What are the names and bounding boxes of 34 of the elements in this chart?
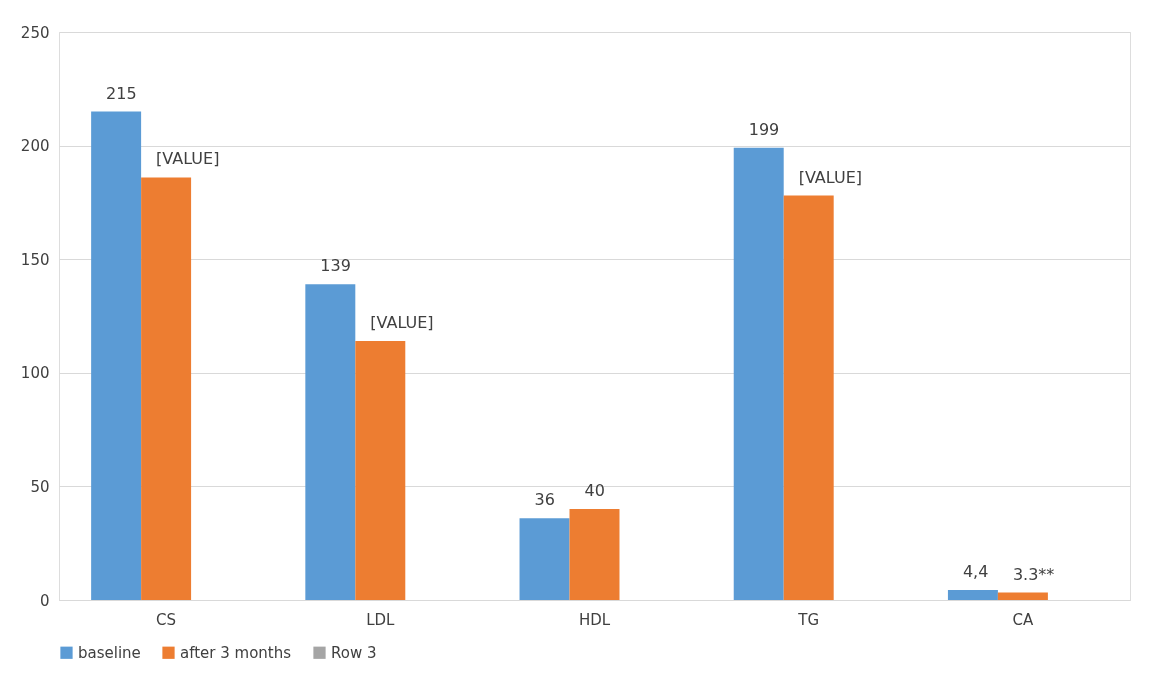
y-tick-label: 50 [30, 477, 50, 496]
bar [733, 147, 784, 600]
data-label: 215 [106, 83, 137, 103]
x-tick-label: TG [797, 610, 820, 629]
x-tick-label: LDL [366, 610, 396, 629]
data-label: [VALUE] [798, 167, 862, 187]
bar [91, 111, 142, 600]
data-label: 4,4 [962, 562, 989, 581]
y-tick-label: 200 [20, 137, 50, 156]
bar [519, 518, 570, 600]
legend-label: after 3 months [180, 643, 292, 662]
legend-label: Row 3 [331, 643, 377, 662]
data-label: 199 [748, 119, 780, 139]
bar [305, 284, 356, 600]
bar [997, 592, 1048, 600]
bar [355, 340, 406, 600]
y-tick-label: 150 [20, 250, 50, 269]
data-label: 36 [534, 490, 555, 510]
y-tick-label: 100 [20, 364, 50, 383]
bar [783, 195, 834, 600]
data-label: [VALUE] [156, 149, 220, 169]
data-label: 3.3** [1012, 564, 1055, 584]
x-tick-label: HDL [578, 610, 611, 629]
bar [947, 590, 998, 600]
bar [141, 177, 192, 600]
bar [569, 509, 620, 600]
x-tick-label: CS [156, 610, 177, 629]
y-tick-label: 250 [20, 23, 50, 42]
x-tick-label: CA [1012, 610, 1034, 629]
data-label: 40 [584, 481, 605, 501]
data-label: [VALUE] [370, 312, 434, 332]
y-tick-label: 0 [39, 591, 50, 610]
data-label: 139 [320, 256, 351, 276]
legend-label: baseline [78, 643, 141, 662]
